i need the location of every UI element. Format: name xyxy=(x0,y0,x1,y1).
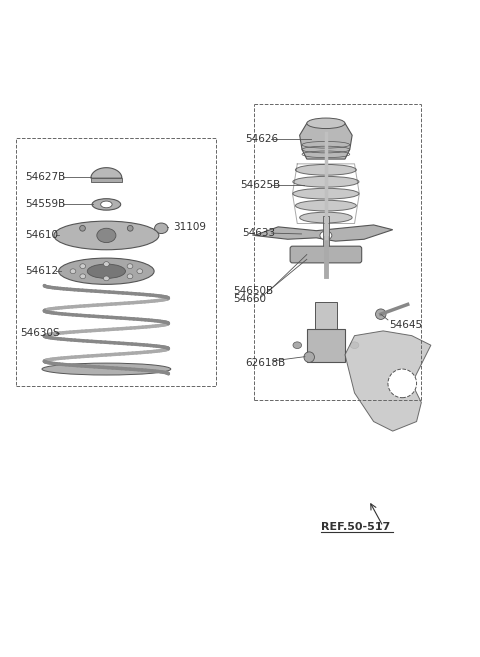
Ellipse shape xyxy=(80,225,85,231)
Ellipse shape xyxy=(97,228,116,242)
Ellipse shape xyxy=(127,274,133,279)
Text: REF.50-517: REF.50-517 xyxy=(321,522,390,532)
Text: 54630S: 54630S xyxy=(21,328,60,338)
Ellipse shape xyxy=(350,342,359,349)
Ellipse shape xyxy=(304,352,314,363)
Ellipse shape xyxy=(300,212,352,223)
Ellipse shape xyxy=(59,258,154,284)
Ellipse shape xyxy=(293,189,359,199)
Ellipse shape xyxy=(388,369,417,397)
Ellipse shape xyxy=(127,264,133,269)
Text: 54559B: 54559B xyxy=(25,200,65,210)
Polygon shape xyxy=(254,225,393,241)
Polygon shape xyxy=(345,331,431,431)
Text: 54633: 54633 xyxy=(242,228,276,238)
Polygon shape xyxy=(300,124,352,159)
Ellipse shape xyxy=(155,223,168,233)
Ellipse shape xyxy=(137,269,143,273)
Text: 54612: 54612 xyxy=(25,266,59,276)
Text: 54650B: 54650B xyxy=(233,286,273,296)
Ellipse shape xyxy=(104,261,109,267)
Text: 54645: 54645 xyxy=(389,320,422,330)
Ellipse shape xyxy=(320,231,332,240)
Ellipse shape xyxy=(293,342,301,349)
Text: 62618B: 62618B xyxy=(245,358,285,369)
Ellipse shape xyxy=(80,264,85,269)
Ellipse shape xyxy=(293,176,359,187)
Ellipse shape xyxy=(87,264,125,279)
FancyBboxPatch shape xyxy=(290,246,362,263)
Ellipse shape xyxy=(101,201,112,208)
Ellipse shape xyxy=(127,225,133,231)
Ellipse shape xyxy=(296,200,356,211)
Text: 31109: 31109 xyxy=(173,222,206,233)
Ellipse shape xyxy=(54,221,159,250)
FancyBboxPatch shape xyxy=(307,328,345,362)
Ellipse shape xyxy=(92,198,120,210)
Ellipse shape xyxy=(296,164,356,175)
Text: 54627B: 54627B xyxy=(25,172,65,182)
Ellipse shape xyxy=(70,269,76,273)
Text: 54626: 54626 xyxy=(245,134,278,144)
Text: 54625B: 54625B xyxy=(240,180,280,191)
Ellipse shape xyxy=(104,276,109,281)
Text: 54610: 54610 xyxy=(25,231,58,240)
Ellipse shape xyxy=(375,309,386,319)
Ellipse shape xyxy=(42,363,171,375)
Polygon shape xyxy=(323,216,329,254)
Polygon shape xyxy=(315,302,336,362)
Ellipse shape xyxy=(80,274,85,279)
FancyBboxPatch shape xyxy=(91,178,122,182)
Ellipse shape xyxy=(307,118,345,129)
Polygon shape xyxy=(91,168,122,178)
Text: 54660: 54660 xyxy=(233,294,266,304)
